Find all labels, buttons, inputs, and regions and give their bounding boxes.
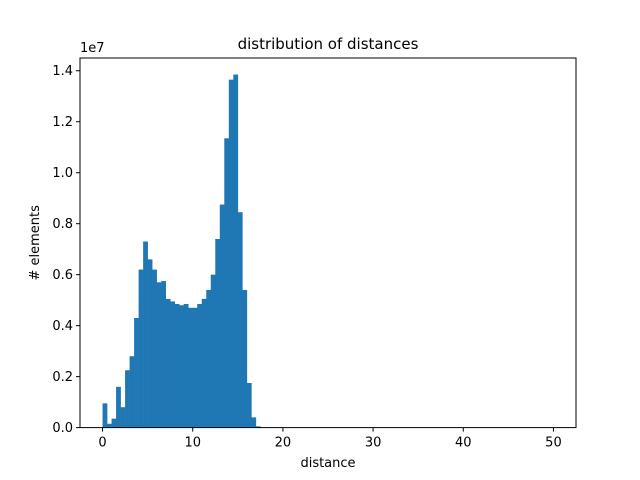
histogram-bar <box>228 79 234 428</box>
x-tick-label: 10 <box>184 436 201 451</box>
histogram-bar <box>170 301 175 428</box>
histogram-bar <box>138 269 144 428</box>
histogram-bar <box>161 281 166 428</box>
histogram-bar <box>246 382 252 428</box>
plot-frame <box>79 57 577 429</box>
histogram-bar <box>210 274 216 428</box>
x-tick-label: 50 <box>545 436 562 451</box>
histogram-bar <box>183 303 189 428</box>
histogram-bar <box>206 289 212 428</box>
histogram-bar <box>120 407 126 428</box>
histogram-bar <box>237 212 243 428</box>
histogram-bar <box>102 403 108 428</box>
x-tick-label: 20 <box>275 436 292 451</box>
histogram-bar <box>201 298 207 428</box>
histogram-bar <box>116 386 121 428</box>
histogram-bar <box>192 307 198 428</box>
y-tick-label: 1.4 <box>52 64 73 79</box>
histogram-bar <box>179 305 185 428</box>
histogram-bar <box>125 370 130 428</box>
histogram-bar <box>134 317 139 428</box>
histogram-bar <box>197 303 203 428</box>
chart-title: distribution of distances <box>238 35 419 53</box>
histogram-bar <box>107 423 112 428</box>
histogram-bar <box>219 204 225 428</box>
y-tick-label: 0.0 <box>52 421 73 436</box>
x-axis: 0 10 20 30 40 50 <box>98 427 562 451</box>
histogram-bar <box>224 138 230 428</box>
histogram-bar <box>143 241 148 428</box>
histogram-bar <box>165 298 171 428</box>
y-offset-label: 1e7 <box>80 41 105 56</box>
x-axis-label: distance <box>300 456 355 471</box>
y-axis: 0.0 0.2 0.4 0.6 0.8 1.0 1.2 1.4 <box>52 64 80 436</box>
y-tick-label: 0.8 <box>52 217 73 232</box>
y-tick-label: 1.2 <box>52 115 73 130</box>
bars-group <box>102 74 261 428</box>
histogram-bar <box>233 74 239 428</box>
histogram-bar <box>242 289 248 428</box>
histogram-bar <box>215 238 221 428</box>
x-tick-label: 40 <box>455 436 472 451</box>
histogram-bar <box>188 307 194 428</box>
y-axis-label: # elements <box>28 205 43 281</box>
histogram-bar <box>251 417 257 428</box>
x-tick-label: 30 <box>365 436 382 451</box>
histogram-bar <box>156 282 162 428</box>
y-tick-label: 1.0 <box>52 166 73 181</box>
histogram-bar <box>111 418 117 428</box>
x-tick-label: 0 <box>98 436 106 451</box>
histogram-bar <box>174 303 180 428</box>
y-tick-label: 0.6 <box>52 268 73 283</box>
y-tick-label: 0.2 <box>52 370 73 385</box>
histogram-bar <box>152 269 157 428</box>
histogram-bar <box>129 356 135 428</box>
histogram-bar <box>147 259 153 428</box>
y-tick-label: 0.4 <box>52 319 73 334</box>
histogram-bar <box>255 426 261 428</box>
